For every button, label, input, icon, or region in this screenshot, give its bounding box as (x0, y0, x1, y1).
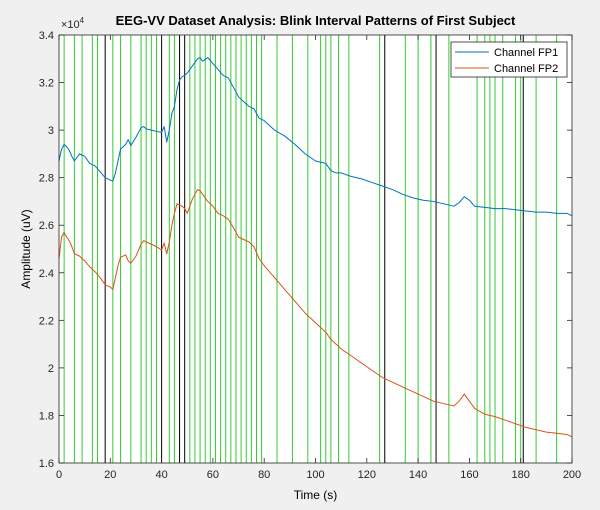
x-tick-label-10: 200 (563, 469, 581, 481)
y-tick-label-2: 2 (48, 363, 54, 375)
y-exponent-label: ×104 (61, 16, 85, 31)
legend: Channel FP1 Channel FP2 (450, 41, 568, 78)
y-tick-label-7: 3 (48, 125, 54, 137)
x-tick-label-6: 120 (358, 469, 376, 481)
plot-area (59, 35, 572, 463)
x-tick-label-9: 180 (512, 469, 530, 481)
x-tick-label-1: 20 (104, 469, 116, 481)
x-tick-label-8: 160 (460, 469, 478, 481)
y-tick-label-4: 2.4 (39, 268, 54, 280)
y-tick-label-6: 2.8 (39, 173, 54, 185)
y-tick-label-3: 2.2 (39, 315, 54, 327)
chart-title: EEG-VV Dataset Analysis: Blink Interval … (116, 13, 516, 28)
series-line-fp1 (58, 57, 573, 217)
y-tick-label-5: 2.6 (39, 220, 54, 232)
series-layer (58, 57, 573, 438)
series-line-fp2 (58, 189, 573, 438)
y-tick-label-8: 3.2 (39, 78, 54, 90)
y-exponent-power: 4 (80, 16, 85, 25)
x-tick-label-2: 40 (155, 469, 167, 481)
y-tick-label-9: 3.4 (39, 30, 54, 42)
legend-box (450, 41, 568, 78)
x-axis-label: Time (s) (294, 488, 338, 502)
legend-label-fp1: Channel FP1 (494, 47, 558, 59)
x-tick-label-4: 80 (258, 469, 270, 481)
legend-label-fp2: Channel FP2 (494, 63, 558, 75)
x-tick-label-7: 140 (409, 469, 427, 481)
event-markers (63, 35, 558, 463)
x-tick-label-0: 0 (56, 469, 62, 481)
y-tick-label-0: 1.6 (39, 458, 54, 470)
y-exponent-base: ×10 (61, 19, 80, 31)
axis-ticks: 0 20 40 60 80 100 120 140 160 180 200 1.6 1.8 2 2.2 2.4… (39, 30, 581, 481)
y-axis-label: Amplitude (uV) (19, 209, 33, 288)
x-tick-label-3: 60 (207, 469, 219, 481)
x-tick-label-5: 100 (306, 469, 324, 481)
y-tick-label-1: 1.8 (39, 410, 54, 422)
